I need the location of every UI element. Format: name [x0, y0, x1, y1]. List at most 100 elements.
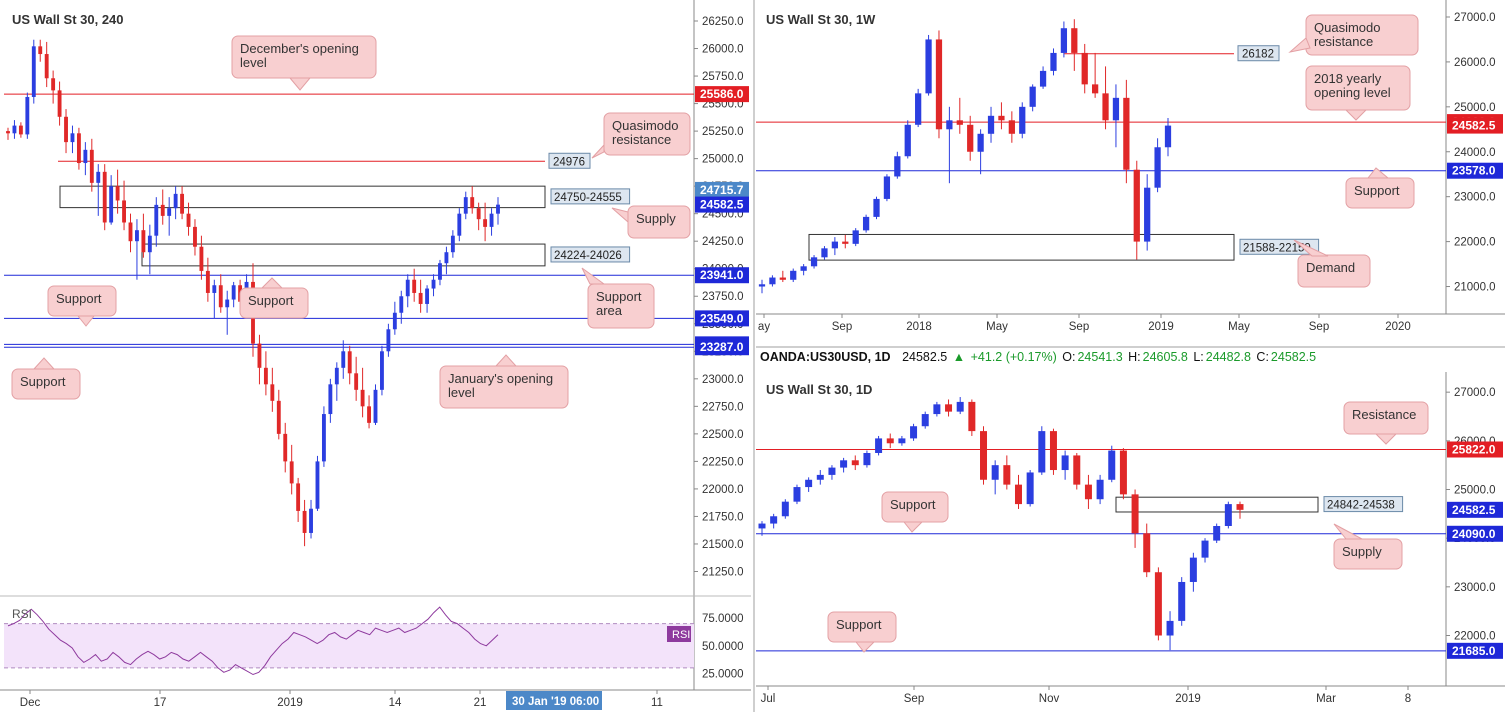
callout-supply[interactable]: Supply — [611, 205, 691, 239]
panel-1d[interactable]: 27000.026000.025000.024000.023000.022000… — [756, 372, 1505, 712]
callout-1d-support[interactable]: Support — [881, 491, 949, 533]
chart-240-svg[interactable]: 26250.026000.025750.025500.025250.025000… — [0, 0, 751, 712]
price-tick-label: 27000.0 — [1454, 12, 1496, 24]
callout-1w-demand[interactable]: Demand — [1293, 239, 1371, 288]
price-label: 24090.0 — [1452, 527, 1496, 541]
candle-body — [225, 299, 230, 308]
candle-body — [810, 257, 818, 267]
candle-body — [25, 96, 30, 135]
candle-body — [386, 329, 391, 352]
candle-body — [769, 277, 776, 285]
candle-body — [925, 39, 932, 94]
candle-body — [315, 461, 320, 509]
price-label: 23549.0 — [700, 311, 744, 325]
candle-body — [205, 270, 210, 293]
candle-body — [270, 384, 275, 401]
callout-1w-support[interactable]: Support — [1345, 167, 1415, 209]
candle-body — [793, 487, 801, 502]
candle-body — [444, 252, 449, 264]
price-tick-label: 25750.0 — [702, 71, 744, 83]
candle-body — [392, 312, 397, 330]
candle-body — [341, 351, 346, 368]
candle-body — [57, 90, 62, 117]
candle-body — [1224, 504, 1232, 526]
callout-support-mid[interactable]: Support — [239, 277, 309, 319]
price-tick-label: 25250.0 — [702, 126, 744, 138]
time-tick-label: 2019 — [277, 697, 303, 709]
callout-supply-pointer — [611, 207, 629, 224]
close-label: C: — [1256, 350, 1269, 364]
candle-body — [44, 54, 49, 79]
candle-body — [496, 204, 500, 214]
callout-1d-support-pointer — [902, 521, 924, 533]
candle-body — [1071, 28, 1078, 53]
callout-decembers-opening-level-pointer — [288, 77, 312, 91]
callout-1w-demand-text: Demand — [1306, 260, 1355, 275]
candle-body — [1102, 93, 1109, 121]
candle-body — [904, 124, 911, 157]
candle-body — [38, 46, 43, 55]
candle-body — [1119, 450, 1127, 495]
time-tick-label: 11 — [651, 697, 663, 709]
callout-januarys-opening-level-pointer — [494, 354, 518, 367]
low-value: 24482.8 — [1205, 350, 1251, 364]
callout-support-left[interactable]: Support — [47, 285, 117, 327]
zone-label-bg — [1323, 496, 1404, 513]
price-label: 21685.0 — [1452, 644, 1496, 658]
candle-body — [956, 401, 964, 412]
candle-body — [898, 438, 906, 444]
candle-body — [380, 351, 384, 390]
candle-body — [779, 277, 786, 280]
price-label-bg — [1447, 117, 1503, 134]
rsi-tick-label: 25.0000 — [702, 668, 744, 680]
candle-body — [18, 125, 23, 135]
price-label: 23578.0 — [1452, 164, 1496, 178]
zone-rect — [808, 233, 1235, 261]
callout-1d-resistance-text: Resistance — [1352, 407, 1416, 422]
candle-body — [263, 367, 268, 385]
candle-body — [457, 213, 462, 236]
candle-body — [199, 246, 204, 271]
chart-title: US Wall St 30, 1D — [766, 382, 872, 397]
time-tick-label: 14 — [389, 697, 402, 709]
callout-support-bottom-text: Support — [20, 374, 66, 389]
zone-rect — [1115, 496, 1319, 513]
candle-body — [1164, 125, 1172, 148]
panel-1w[interactable]: 27000.0 26000.0 25000.0 24000.0 23000.0 22000… — [756, 0, 1505, 346]
rsi-label: RSI — [12, 607, 32, 621]
candle-body — [141, 230, 146, 253]
candle-body — [1061, 455, 1069, 471]
time-tick-label: 2018 — [906, 321, 932, 333]
chart-1d-svg[interactable]: 27000.026000.025000.024000.023000.022000… — [756, 372, 1505, 712]
price-tick-label: 25000.0 — [1454, 485, 1496, 497]
candle-body — [180, 193, 185, 214]
candle-body — [910, 426, 918, 439]
price-label-bg — [695, 310, 749, 327]
time-tick-label: Mar — [1316, 693, 1336, 705]
chart-1w-svg[interactable]: 27000.0 26000.0 25000.0 24000.0 23000.0 22000… — [756, 0, 1505, 346]
rsi-badge-bg — [667, 626, 691, 642]
price-tick-label: 26000.0 — [1454, 57, 1496, 69]
callout-1d-resistance[interactable]: Resistance — [1343, 401, 1429, 445]
price-change: +41.2 (+0.17%) — [970, 350, 1057, 364]
panel-240[interactable]: 26250.0 26000.0 25750.0 25500.0 25250.0 25000… — [0, 0, 751, 712]
candle-body — [883, 176, 891, 199]
callout-1d-support-lower[interactable]: Support — [827, 611, 897, 653]
callout-1w-support-pointer — [1366, 167, 1390, 179]
price-tick-label: 21750.0 — [702, 511, 744, 523]
rsi-tick-label: 75.0000 — [702, 613, 744, 625]
zone-label-bg — [550, 246, 631, 263]
callout-januarys-opening-level-text: January's opening — [448, 371, 553, 386]
price-label: 23941.0 — [700, 268, 744, 282]
candle-body — [425, 288, 430, 304]
candle-body — [1019, 106, 1026, 134]
callout-support-bottom[interactable]: Support — [11, 357, 81, 400]
candle-body — [51, 78, 56, 91]
callout-1d-supply[interactable]: Supply — [1333, 523, 1403, 570]
